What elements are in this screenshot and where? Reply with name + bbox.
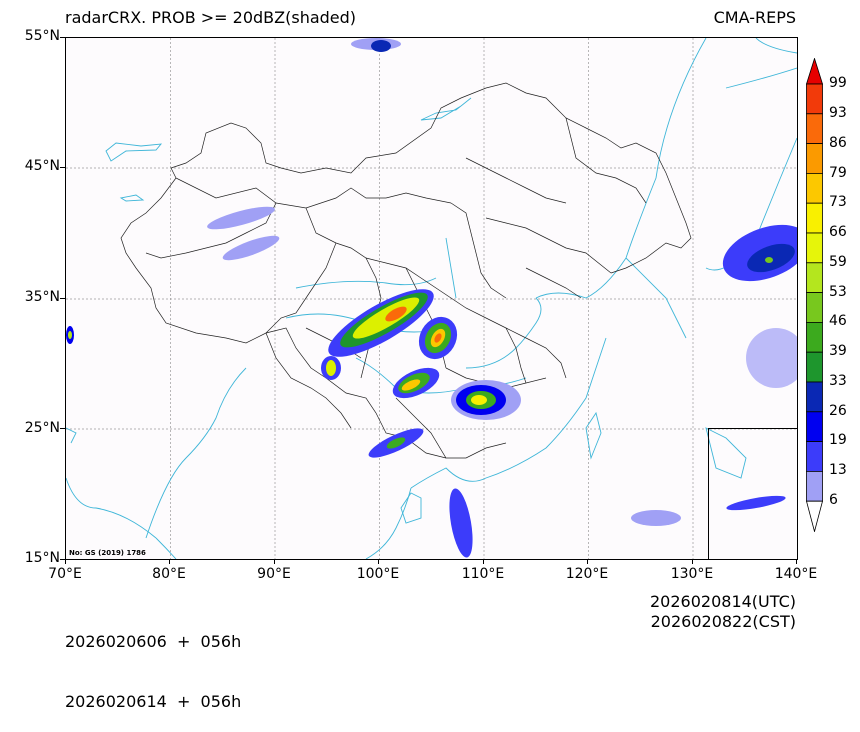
colorbar-label: 39	[829, 343, 847, 359]
colorbar-label: 53	[829, 284, 847, 300]
map-plot-area: No: GS (2019) 1786	[65, 37, 798, 560]
colorbar-label: 99	[829, 75, 847, 91]
tick-mark	[65, 559, 66, 564]
tick-mark	[483, 559, 484, 564]
valid-time-block: 2026020814(UTC) 2026020822(CST)	[650, 592, 796, 632]
colorbar-svg	[805, 57, 824, 534]
map-canvas	[66, 38, 797, 559]
tick-mark	[169, 559, 170, 564]
colorbar-label: 26	[829, 403, 847, 419]
colorbar-label: 66	[829, 224, 847, 240]
lat-tick-45: 45°N	[24, 158, 60, 174]
colorbar-label: 6	[829, 492, 838, 508]
map-title: radarCRX. PROB >= 20dBZ(shaded)	[65, 8, 357, 27]
lon-tick-130: 130°E	[670, 566, 714, 582]
colorbar-label: 13	[829, 462, 847, 478]
lat-tick-15: 15°N	[24, 550, 60, 566]
colorbar-label: 86	[829, 135, 847, 151]
init-time-cst: 2026020614 + 056h	[65, 692, 242, 711]
tick-mark	[60, 298, 65, 299]
colorbar-label: 93	[829, 105, 847, 121]
colorbar-label: 73	[829, 194, 847, 210]
lon-tick-110: 110°E	[461, 566, 505, 582]
lon-tick-80: 80°E	[152, 566, 186, 582]
lon-tick-140: 140°E	[774, 566, 818, 582]
lon-tick-70: 70°E	[48, 566, 82, 582]
colorbar-label: 59	[829, 254, 847, 270]
colorbar-label: 46	[829, 313, 847, 329]
lon-tick-120: 120°E	[565, 566, 609, 582]
lon-tick-90: 90°E	[257, 566, 291, 582]
colorbar-over-triangle	[805, 57, 824, 85]
lon-tick-100: 100°E	[356, 566, 400, 582]
colorbar-under-triangle	[805, 500, 824, 534]
tick-mark	[60, 37, 65, 38]
tick-mark	[587, 559, 588, 564]
map-credit: No: GS (2019) 1786	[69, 549, 146, 557]
tick-mark	[378, 559, 379, 564]
borders	[120, 82, 692, 459]
colorbar-label: 19	[829, 432, 847, 448]
south-china-sea-inset	[708, 428, 797, 559]
tick-mark	[796, 559, 797, 564]
valid-time-utc: 2026020814(UTC)	[650, 592, 796, 611]
init-time-block: 2026020606 + 056h 2026020614 + 056h	[65, 592, 241, 732]
precip-shading	[66, 38, 797, 558]
tick-mark	[692, 559, 693, 564]
tick-mark	[60, 428, 65, 429]
model-name: CMA-REPS	[713, 8, 796, 27]
colorbar-label: 33	[829, 373, 847, 389]
tick-mark	[60, 559, 65, 560]
tick-mark	[60, 167, 65, 168]
lat-tick-55: 55°N	[24, 28, 60, 44]
valid-time-cst: 2026020822(CST)	[650, 612, 796, 631]
colorbar-label: 79	[829, 165, 847, 181]
lat-tick-25: 25°N	[24, 420, 60, 436]
tick-mark	[274, 559, 275, 564]
lat-tick-35: 35°N	[24, 289, 60, 305]
colorbar	[805, 57, 824, 536]
init-time-utc: 2026020606 + 056h	[65, 632, 242, 651]
